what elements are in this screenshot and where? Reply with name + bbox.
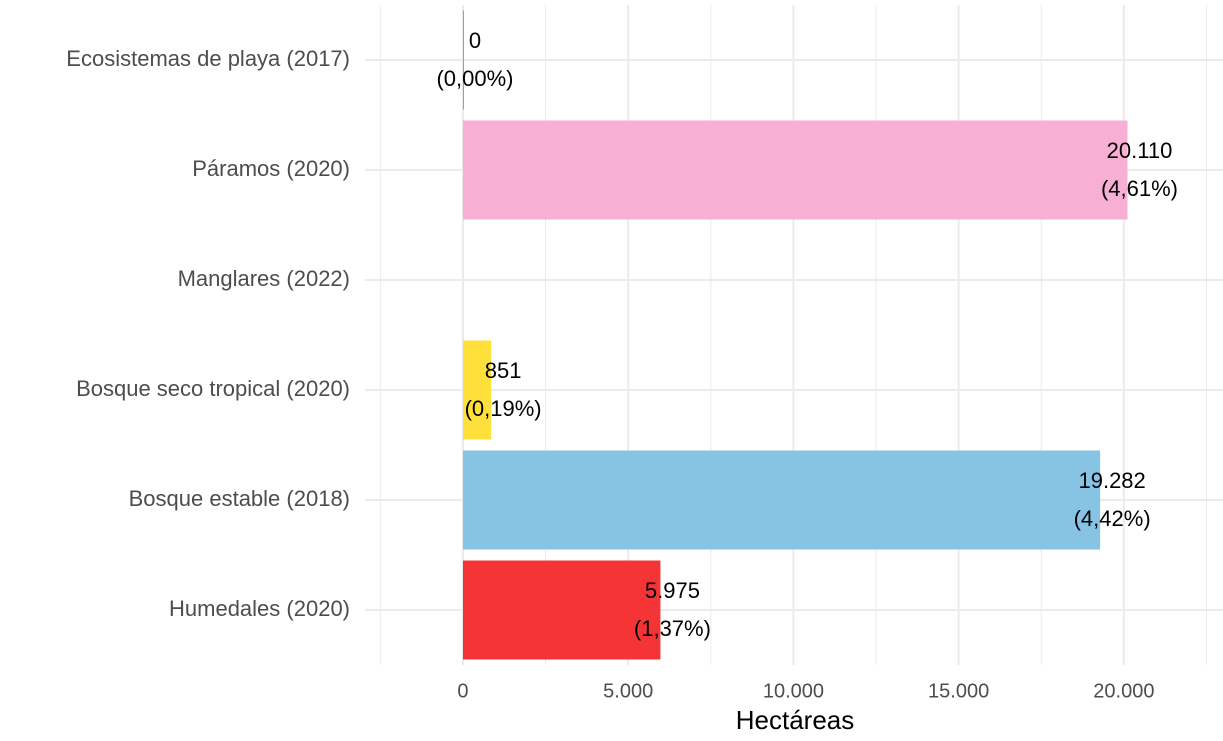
value-label: 19.282	[1078, 468, 1145, 493]
y-tick-label: Humedales (2020)	[169, 596, 350, 621]
bar	[462, 560, 661, 660]
share-label: (4,61%)	[1101, 176, 1178, 201]
y-tick-label: Bosque estable (2018)	[129, 486, 350, 511]
share-label: (0,00%)	[436, 66, 513, 91]
y-tick-label: Manglares (2022)	[178, 266, 350, 291]
share-label: (1,37%)	[634, 616, 711, 641]
share-label: (4,42%)	[1074, 506, 1151, 531]
x-tick-label: 10.000	[763, 680, 824, 702]
x-tick-label: 0	[457, 680, 468, 702]
y-tick-label: Bosque seco tropical (2020)	[76, 376, 350, 401]
x-tick-label: 20.000	[1093, 680, 1154, 702]
value-label: 20.110	[1107, 138, 1173, 163]
bar	[462, 450, 1101, 550]
share-label: (0,19%)	[465, 396, 542, 421]
bar	[462, 10, 464, 110]
value-label: 851	[485, 358, 522, 383]
x-axis-title: Hectáreas	[736, 705, 855, 735]
x-tick-label: 5.000	[603, 680, 653, 702]
y-tick-label: Ecosistemas de playa (2017)	[66, 46, 350, 71]
y-tick-label: Páramos (2020)	[192, 156, 350, 181]
bar	[462, 120, 1128, 220]
value-label: 0	[469, 28, 481, 53]
bar	[462, 340, 492, 440]
x-tick-label: 15.000	[928, 680, 989, 702]
value-label: 5.975	[645, 578, 700, 603]
